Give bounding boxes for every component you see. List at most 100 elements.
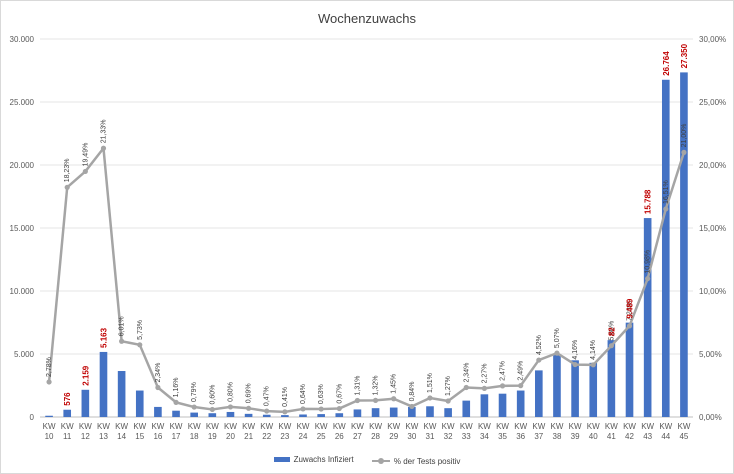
bar bbox=[480, 394, 489, 417]
line-data-label: 5,73% bbox=[137, 320, 144, 340]
line-point bbox=[645, 276, 651, 282]
legend-label-bar: Zuwachs Infiziert bbox=[293, 455, 354, 464]
x-tick-label-line1: KW bbox=[424, 422, 437, 431]
x-tick-label-line2: 22 bbox=[262, 432, 271, 441]
x-tick-label-line2: 33 bbox=[462, 432, 471, 441]
line-point bbox=[137, 342, 143, 348]
line-data-label: 0,41% bbox=[282, 387, 289, 407]
line-point bbox=[119, 338, 125, 344]
bar-data-label: 2.159 bbox=[81, 365, 90, 386]
x-tick-label-line1: KW bbox=[297, 422, 310, 431]
line-point bbox=[663, 206, 669, 212]
x-tick-label-line1: KW bbox=[170, 422, 183, 431]
line-data-label: 2,47% bbox=[500, 361, 507, 381]
bar bbox=[317, 414, 325, 417]
x-tick-label-line1: KW bbox=[478, 422, 491, 431]
x-tick-label-line1: KW bbox=[133, 422, 146, 431]
legend-line-swatch bbox=[371, 458, 390, 464]
bar bbox=[244, 413, 253, 417]
x-tick-label-line2: 24 bbox=[299, 432, 308, 441]
x-tick-label-line1: KW bbox=[151, 422, 164, 431]
y-left-tick-label: 25.000 bbox=[10, 98, 35, 107]
bar bbox=[607, 340, 616, 417]
line-point bbox=[209, 406, 215, 413]
bar bbox=[408, 406, 416, 417]
line-data-label: 2,34% bbox=[155, 363, 162, 383]
x-tick-label-line1: KW bbox=[623, 422, 636, 431]
bar bbox=[462, 400, 471, 417]
bar bbox=[625, 322, 634, 417]
legend: Zuwachs Infiziert % der Tests positiv bbox=[1, 455, 733, 466]
x-tick-label-line2: 41 bbox=[607, 432, 616, 441]
x-tick-label-line1: KW bbox=[260, 422, 273, 431]
legend-item-line: % der Tests positiv bbox=[371, 456, 461, 466]
bar bbox=[299, 414, 307, 417]
x-tick-label-line2: 39 bbox=[571, 432, 580, 441]
line-point bbox=[155, 384, 161, 391]
x-tick-label-line2: 26 bbox=[335, 432, 344, 441]
bar bbox=[571, 360, 579, 417]
line-series bbox=[47, 146, 686, 414]
bar bbox=[190, 412, 198, 417]
x-tick-label-line1: KW bbox=[278, 422, 291, 431]
x-tick-label-line2: 19 bbox=[208, 432, 217, 441]
x-tick-label-line2: 42 bbox=[625, 432, 634, 441]
x-tick-label-line2: 13 bbox=[99, 432, 108, 441]
line-data-label: 2,78% bbox=[46, 357, 53, 377]
x-tick-label-line1: KW bbox=[677, 422, 690, 431]
line-data-label: 0,47% bbox=[264, 386, 271, 406]
bar bbox=[498, 393, 507, 417]
y-left-tick-label: 5.000 bbox=[14, 350, 35, 359]
line-data-label: 0,63% bbox=[318, 384, 325, 404]
y-right-tick-label: 20,00% bbox=[699, 161, 726, 170]
line-point bbox=[64, 184, 70, 190]
bar bbox=[262, 414, 271, 417]
line-point bbox=[372, 397, 379, 403]
line-data-label: 4,16% bbox=[572, 340, 579, 360]
line-point bbox=[626, 323, 633, 329]
x-tick-label-line2: 38 bbox=[553, 432, 562, 441]
x-tick-label-line2: 12 bbox=[81, 432, 90, 441]
line-data-label: 18,23% bbox=[64, 159, 71, 183]
line-point bbox=[463, 384, 469, 391]
line-data-label: 2,27% bbox=[481, 364, 488, 384]
x-tick-label-line1: KW bbox=[551, 422, 564, 431]
x-tick-label-line1: KW bbox=[97, 422, 110, 431]
line-data-label: 16,51% bbox=[663, 180, 670, 204]
bar bbox=[661, 79, 670, 418]
bar-data-label: 576 bbox=[63, 392, 72, 406]
bar bbox=[281, 415, 289, 417]
x-tick-label-line2: 11 bbox=[63, 432, 72, 441]
x-tick-label-line1: KW bbox=[242, 422, 255, 431]
line-point bbox=[499, 383, 506, 389]
line-point bbox=[100, 145, 107, 151]
line-data-label: 2,49% bbox=[518, 361, 525, 381]
x-tick-label-line2: 35 bbox=[498, 432, 507, 441]
x-tick-label-line1: KW bbox=[315, 422, 328, 431]
x-tick-label-line1: KW bbox=[61, 422, 74, 431]
x-tick-label-line1: KW bbox=[532, 422, 545, 431]
legend-label-line: % der Tests positiv bbox=[393, 456, 461, 466]
bar bbox=[444, 408, 452, 417]
line-data-label: 1,45% bbox=[391, 374, 398, 394]
y-right-tick-label: 15,00% bbox=[699, 224, 726, 233]
x-tick-label-line2: 21 bbox=[244, 432, 253, 441]
y-right-tick-label: 5,00% bbox=[699, 350, 722, 359]
line-point bbox=[173, 399, 179, 405]
line-point bbox=[354, 397, 361, 404]
line-data-label: 5,07% bbox=[554, 328, 561, 348]
line-data-label: 10,98% bbox=[645, 250, 652, 274]
bar-data-label: 82 bbox=[607, 327, 616, 336]
bar bbox=[680, 72, 688, 417]
bar-data-label: 27.350 bbox=[680, 43, 689, 68]
line-point bbox=[318, 406, 324, 412]
x-tick-label-line1: KW bbox=[460, 422, 473, 431]
x-tick-label-line1: KW bbox=[79, 422, 92, 431]
line-data-label: 0,84% bbox=[409, 382, 416, 402]
x-tick-label-line2: 27 bbox=[353, 432, 362, 441]
bar bbox=[208, 413, 217, 417]
x-tick-label-line2: 43 bbox=[643, 432, 652, 441]
line-data-label: 1,27% bbox=[445, 376, 452, 396]
x-tick-label-line2: 20 bbox=[226, 432, 235, 441]
x-tick-label-line1: KW bbox=[333, 422, 346, 431]
